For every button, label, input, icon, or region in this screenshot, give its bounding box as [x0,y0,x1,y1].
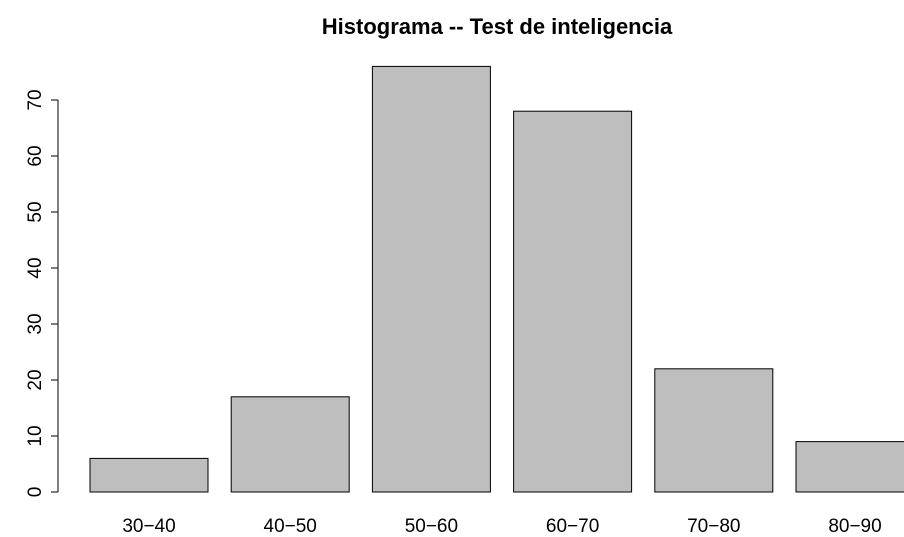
bar [654,368,774,493]
x-tick-label: 80−90 [828,516,881,537]
bar [89,457,209,493]
x-tick-label: 50−60 [405,516,458,537]
y-tick-label: 30 [25,313,46,334]
y-tick-label: 40 [25,257,46,278]
bar [795,441,904,493]
y-tick-label: 0 [25,487,46,498]
chart-title: Histograma -- Test de inteligencia [322,14,673,39]
bar [230,396,350,493]
x-tick-label: 70−80 [687,516,740,537]
y-tick-label: 10 [25,425,46,446]
y-tick-label: 70 [25,89,46,110]
bar [371,65,491,493]
y-tick-label: 60 [25,145,46,166]
y-tick-label: 50 [25,201,46,222]
x-tick-label: 60−70 [546,516,599,537]
x-tick-label: 40−50 [264,516,317,537]
y-tick-label: 20 [25,369,46,390]
bar [513,110,633,493]
x-tick-label: 30−40 [122,516,175,537]
